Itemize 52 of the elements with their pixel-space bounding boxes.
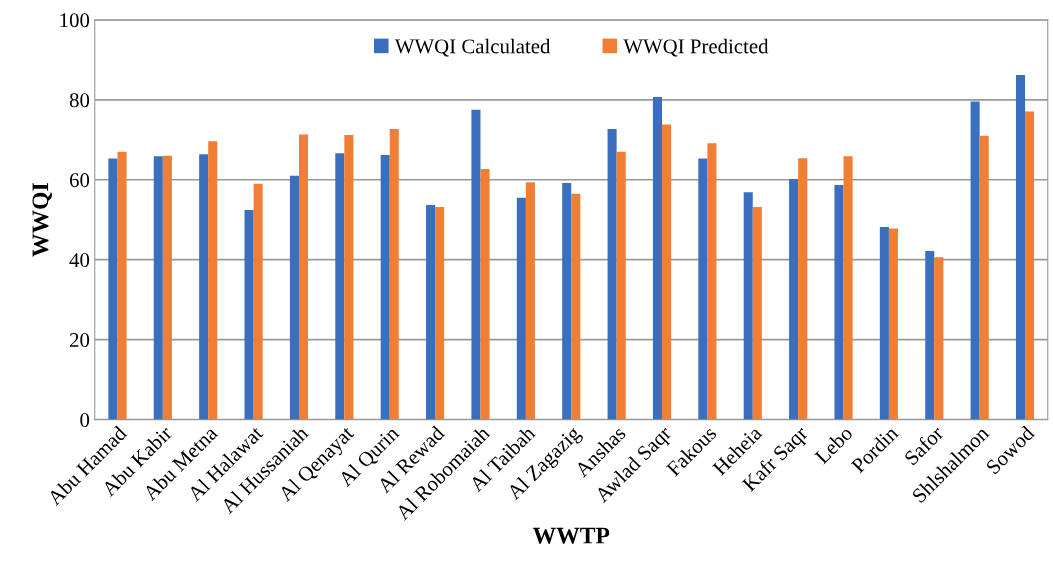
x-axis-title: WWTP [532,527,610,544]
y-tick-label: 20 [69,333,90,348]
bar [834,184,844,420]
bar [970,101,980,420]
bar [1015,75,1026,420]
bar [1025,111,1035,420]
bar [743,192,753,420]
bar [108,158,118,420]
y-axis-title: WWQI [32,183,52,257]
bar [562,182,572,420]
bar [389,128,399,420]
bar [979,135,989,420]
bar [335,153,345,420]
bar [798,158,808,420]
bar [289,175,299,420]
bar [117,151,127,420]
bar [525,182,535,420]
bar [662,124,672,420]
bar [153,156,163,420]
bar [480,168,490,420]
bar [789,178,799,420]
legend-label: WWQI Predicted [623,38,769,57]
bar [435,206,445,420]
y-tick-label: 0 [80,412,90,428]
bar [934,257,944,420]
bar [607,128,617,420]
bar [571,193,581,420]
bar [652,96,663,420]
bar [516,197,526,420]
bar [843,156,853,420]
bar [208,141,218,420]
bar [344,134,354,420]
y-tick-label: 80 [69,93,90,108]
y-tick-label: 40 [69,253,90,268]
bar [616,151,626,420]
bar [698,158,708,420]
bar [471,109,481,420]
bar [298,134,309,420]
y-tick-label: 60 [69,173,90,188]
bar [752,206,762,420]
bar [199,154,209,420]
bar [888,228,898,420]
legend-label: WWQI Calculated [394,38,551,57]
bar [244,210,254,420]
bar [426,204,436,420]
bar [925,250,935,420]
bar [162,155,172,420]
y-tick-label: 100 [60,13,90,28]
bar [380,154,390,420]
bar [879,226,889,420]
bar [707,143,717,420]
bar [253,183,263,420]
